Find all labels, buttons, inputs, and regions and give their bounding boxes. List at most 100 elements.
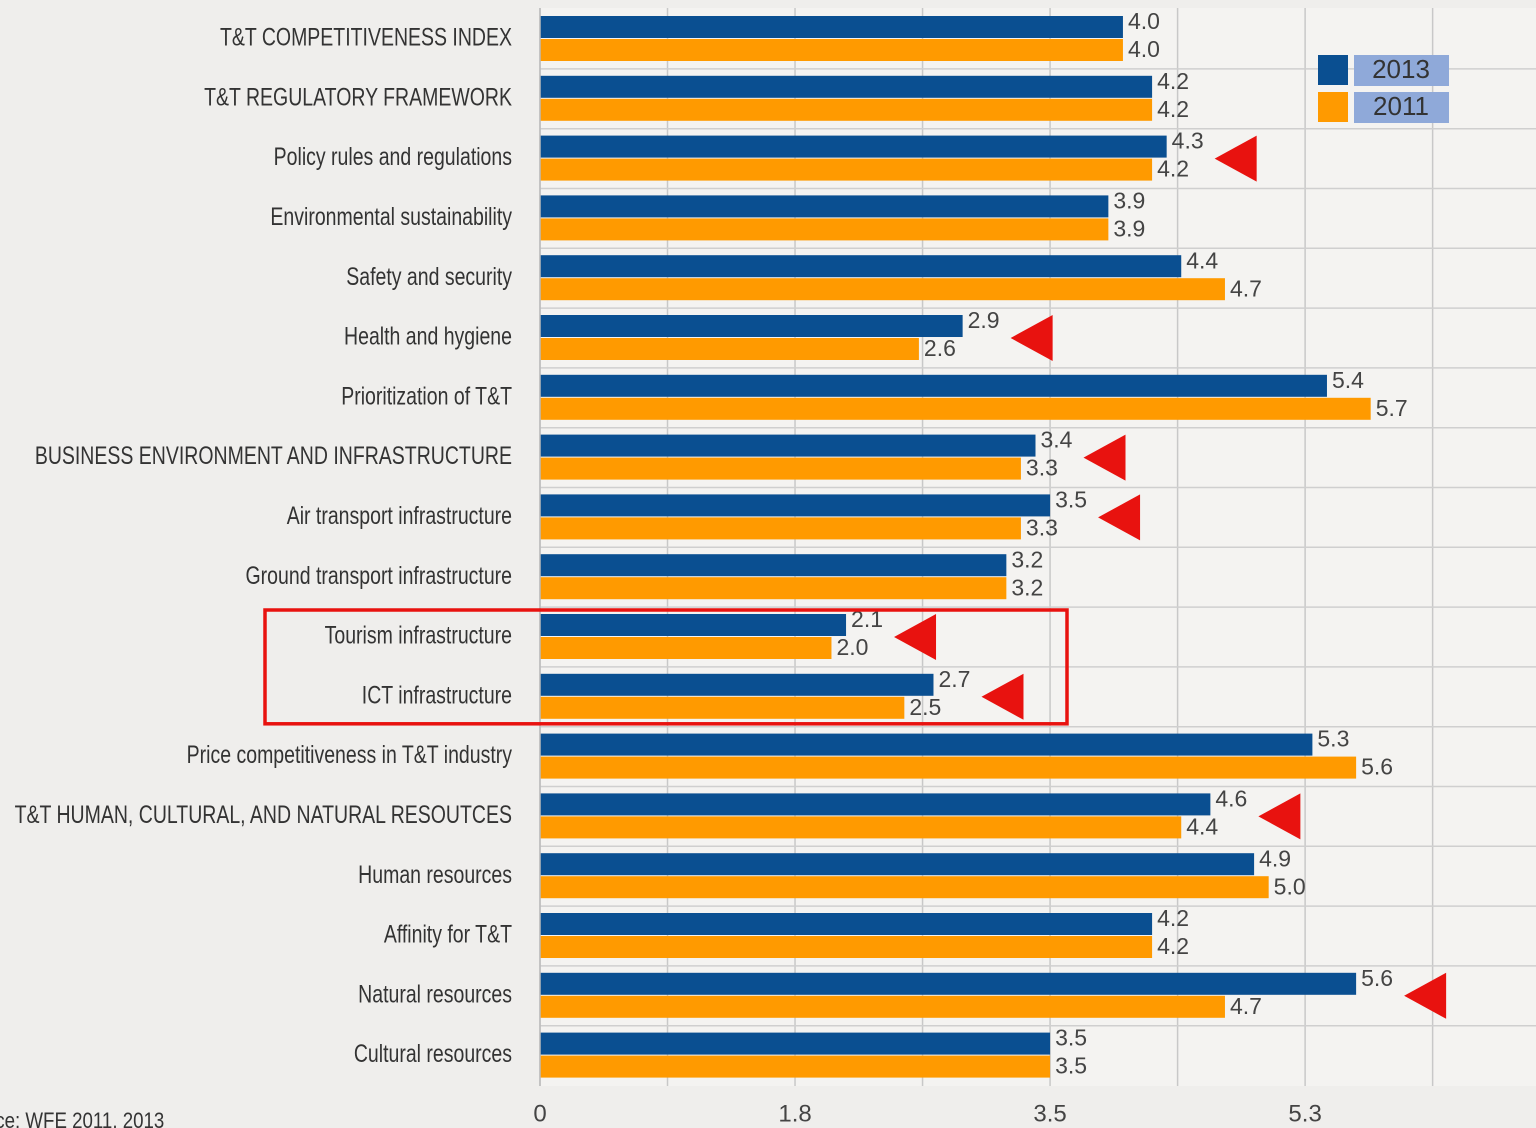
legend-label: 2013 [1372,54,1430,84]
value-label: 4.2 [1157,96,1189,122]
bar [540,39,1123,61]
legend-swatch [1318,92,1348,122]
highlight-arrow [1404,972,1447,1019]
y-tick-label: Prioritization of T&T [341,382,512,410]
legend-swatch [1318,55,1348,85]
x-tick-label: 3.5 [1033,1100,1066,1127]
bar [540,913,1153,935]
bar [540,733,1313,756]
y-tick-label: Natural resources [358,980,512,1008]
value-label: 4.0 [1128,8,1160,34]
value-label: 5.6 [1361,965,1393,991]
bar [540,793,1211,816]
y-tick-label: Price competitiveness in T&T industry [187,741,513,769]
bar [540,374,1327,397]
bar [540,195,1109,218]
value-label: 3.3 [1026,514,1058,540]
value-label: 4.0 [1128,36,1160,62]
y-tick-label: Human resources [358,861,512,889]
highlight-arrow [1010,315,1053,361]
bar [540,457,1021,480]
bar [540,696,905,719]
highlight-arrow [1083,434,1126,481]
value-label: 3.4 [1041,427,1073,453]
bar [540,218,1109,241]
bar [540,158,1153,181]
bar [540,853,1255,876]
bar [540,315,963,337]
bar [540,278,1225,301]
legend-label: 2011 [1373,91,1429,121]
value-label: 2.7 [938,666,970,692]
bar [540,936,1153,958]
value-label: 5.3 [1317,726,1349,752]
bar [540,517,1021,540]
y-tick-label: T&T REGULATORY FRAMEWORK [204,83,512,111]
category-labels: T&T COMPETITIVENESS INDEX T&T REGULATORY … [15,23,513,1067]
y-tick-label: T&T COMPETITIVENESS INDEX [220,23,512,51]
value-label: 4.7 [1230,275,1262,301]
y-tick-label: Health and hygiene [344,322,512,350]
bar [540,1055,1051,1078]
value-label: 4.9 [1259,845,1291,871]
value-label: 4.2 [1157,905,1189,931]
value-label: 3.5 [1055,1025,1087,1051]
y-tick-label: ICT infrastructure [362,681,512,709]
y-tick-label: Tourism infrastructure [325,621,512,649]
legend-label-box [1354,55,1449,86]
value-label: 2.9 [968,307,1000,333]
value-label: 2.5 [909,694,941,720]
value-label: 5.4 [1332,367,1364,393]
y-tick-label: Ground transport infrastructure [246,562,512,590]
value-label: 5.7 [1376,395,1408,421]
value-label: 4.2 [1157,933,1189,959]
bar [540,75,1153,98]
y-tick-label: Cultural resources [354,1040,512,1068]
highlight-arrow [894,614,937,660]
y-tick-label: Policy rules and regulations [274,143,512,171]
value-label: 3.9 [1113,215,1145,241]
value-label: 4.7 [1230,993,1262,1019]
value-label: 5.0 [1274,873,1306,899]
bar [540,494,1051,517]
highlight-arrow [1258,793,1301,840]
y-tick-label: Safety and security [346,263,512,291]
value-label: 4.2 [1157,68,1189,94]
bar [540,637,832,659]
value-label: 3.3 [1026,455,1058,481]
x-tick-label: 1.8 [778,1100,811,1127]
bar [540,434,1036,457]
bar [540,972,1357,995]
value-label: 4.3 [1172,128,1204,154]
value-label: 3.9 [1113,187,1145,213]
value-label: 4.2 [1157,156,1189,182]
value-label: 3.5 [1055,486,1087,512]
bar [540,756,1357,779]
bar [540,876,1269,899]
y-tick-label: Environmental sustainability [270,203,512,231]
highlight-arrow [981,673,1024,720]
bar [540,98,1153,121]
y-tick-label: BUSINESS ENVIRONMENT AND INFRASTRUCTURE [35,442,512,470]
value-label: 4.6 [1215,785,1247,811]
y-tick-label: Air transport infrastructure [287,502,512,530]
bar [540,614,847,636]
legend-label-box [1354,92,1449,123]
bar [540,816,1182,839]
x-tick-label: 5.3 [1288,1100,1321,1127]
bar [540,338,919,360]
value-label: 3.2 [1011,574,1043,600]
highlight-box [263,608,1069,726]
source: Source: WFE 2011, 2013 [0,1109,164,1128]
bar [540,1032,1051,1055]
bar [540,673,934,696]
highlight-arrow [1098,494,1141,541]
value-label: 3.2 [1011,546,1043,572]
bar [540,255,1182,278]
highlight-arrow [1214,135,1257,182]
bar [540,135,1167,158]
value-label: 2.6 [924,335,956,361]
x-tick-label: 0 [533,1100,546,1127]
y-tick-label: T&T HUMAN, CULTURAL, AND NATURAL RESOUTC… [15,801,512,829]
